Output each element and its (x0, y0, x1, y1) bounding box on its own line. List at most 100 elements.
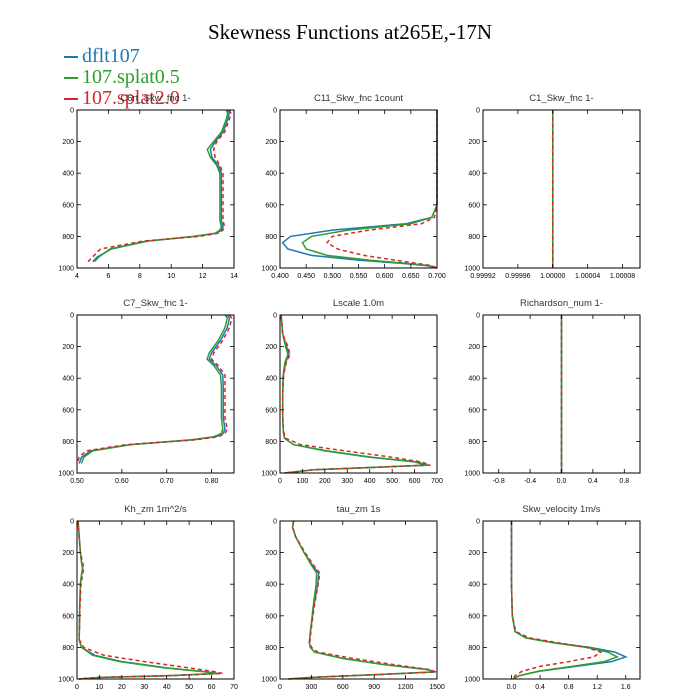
panel-2: C1_Skw_fnc 1- 0.99992 0.99996 1.00000 1.0000… (464, 93, 641, 280)
series-line-dflt107 (280, 314, 427, 474)
y-tick-label: 800 (62, 439, 74, 446)
x-tick-label: 0.400 (271, 273, 289, 280)
y-tick-label: 200 (62, 550, 74, 557)
panel-title: Lscale 1.0m (333, 298, 384, 309)
x-tick-label: 0.70 (160, 478, 174, 485)
y-tick-label: 0 (273, 313, 277, 320)
y-tick-label: 800 (468, 645, 480, 652)
y-tick-label: 600 (468, 613, 480, 620)
x-tick-label: 1500 (429, 684, 445, 691)
x-tick-label: 1.00000 (540, 273, 565, 280)
y-tick-label: 600 (468, 407, 480, 414)
x-tick-label: 0.0 (557, 478, 567, 485)
x-tick-label: 600 (337, 684, 349, 691)
series-line-107-splat0-5 (77, 520, 217, 680)
x-tick-label: 30 (140, 684, 148, 691)
y-tick-label: 200 (468, 550, 480, 557)
series-line-dflt107 (281, 110, 438, 269)
x-tick-label: 0.550 (350, 273, 368, 280)
x-tick-label: 0.500 (324, 273, 342, 280)
y-tick-label: 800 (265, 645, 277, 652)
x-tick-label: 0.450 (297, 273, 315, 280)
y-tick-label: 0 (70, 108, 74, 115)
y-tick-label: 200 (62, 344, 74, 351)
panel-title: C7_Skw_fnc 1- (123, 298, 187, 309)
x-tick-label: 900 (368, 684, 380, 691)
x-tick-label: 300 (306, 684, 318, 691)
y-tick-label: 600 (265, 202, 277, 209)
y-tick-label: 0 (273, 108, 277, 115)
y-tick-label: 600 (62, 613, 74, 620)
y-tick-label: 1000 (58, 471, 74, 478)
y-tick-label: 0 (476, 108, 480, 115)
panel-frame (76, 109, 235, 269)
x-tick-label: 0.650 (402, 273, 420, 280)
series-line-107-splat2-0 (87, 109, 232, 263)
series-line-107-splat2-0 (325, 110, 438, 269)
x-tick-label: 60 (208, 684, 216, 691)
x-tick-label: 4 (75, 273, 79, 280)
series-line-107-splat2-0 (510, 521, 603, 680)
x-tick-label: 12 (199, 273, 207, 280)
y-tick-label: 400 (468, 171, 480, 178)
panel-frame (76, 314, 235, 474)
y-tick-label: 400 (62, 171, 74, 178)
series-line-107-splat0-5 (80, 314, 229, 464)
x-tick-label: 1.2 (592, 684, 602, 691)
y-tick-label: 200 (265, 139, 277, 146)
x-tick-label: 1.6 (621, 684, 631, 691)
x-tick-label: 20 (118, 684, 126, 691)
series-line-107-splat2-0 (288, 520, 437, 680)
y-tick-label: 600 (265, 613, 277, 620)
y-tick-label: 1000 (58, 266, 74, 273)
y-tick-label: 1000 (464, 677, 480, 684)
x-tick-label: 600 (409, 478, 421, 485)
x-tick-label: 400 (364, 478, 376, 485)
panel-title: Skw_velocity 1m/s (522, 504, 600, 515)
y-tick-label: 800 (62, 234, 74, 241)
y-tick-label: 800 (468, 234, 480, 241)
series-line-dflt107 (510, 521, 628, 680)
legend-swatch (64, 98, 78, 101)
x-tick-label: 8 (138, 273, 142, 280)
legend-entry-splat20: 107.splat2.0 (64, 87, 180, 109)
panel-frame (482, 109, 641, 269)
x-tick-label: 0.99992 (470, 273, 495, 280)
x-tick-label: 70 (230, 684, 238, 691)
panel-title: C11_Skw_fnc 1count (314, 93, 403, 104)
y-tick-label: 400 (265, 171, 277, 178)
series-line-107-splat2-0 (280, 314, 431, 474)
x-tick-label: 0 (278, 684, 282, 691)
legend-entry-dflt107: dflt107 (64, 45, 140, 67)
panel-3: C7_Skw_fnc 1- 0.50 0.60 0.70 0.80 0 200 400 600 8… (58, 298, 235, 485)
y-tick-label: 200 (468, 344, 480, 351)
series-line-107-splat0-5 (510, 521, 620, 680)
y-tick-label: 200 (265, 344, 277, 351)
y-tick-label: 0 (70, 519, 74, 526)
y-tick-label: 800 (265, 439, 277, 446)
panel-frame (279, 314, 438, 474)
y-tick-label: 1000 (58, 677, 74, 684)
x-tick-label: 500 (386, 478, 398, 485)
x-tick-label: 0.0 (507, 684, 517, 691)
x-tick-label: 14 (230, 273, 238, 280)
x-tick-label: 1.00004 (575, 273, 600, 280)
x-tick-label: 1200 (398, 684, 414, 691)
y-tick-label: 0 (273, 519, 277, 526)
y-tick-label: 600 (265, 407, 277, 414)
y-tick-label: 1000 (261, 266, 277, 273)
y-tick-label: 800 (468, 439, 480, 446)
y-tick-label: 400 (265, 376, 277, 383)
y-tick-label: 1000 (261, 677, 277, 684)
x-tick-label: 0.60 (115, 478, 129, 485)
x-tick-label: 50 (185, 684, 193, 691)
x-tick-label: 0.50 (70, 478, 84, 485)
legend-swatch (64, 56, 78, 59)
x-tick-label: 100 (297, 478, 309, 485)
legend-label: 107.splat0.5 (82, 66, 180, 88)
panel-frame (279, 520, 438, 680)
panel-title: Kh_zm 1m^2/s (124, 504, 187, 515)
y-tick-label: 400 (62, 376, 74, 383)
legend-label: dflt107 (82, 45, 140, 67)
x-tick-label: 0 (75, 684, 79, 691)
